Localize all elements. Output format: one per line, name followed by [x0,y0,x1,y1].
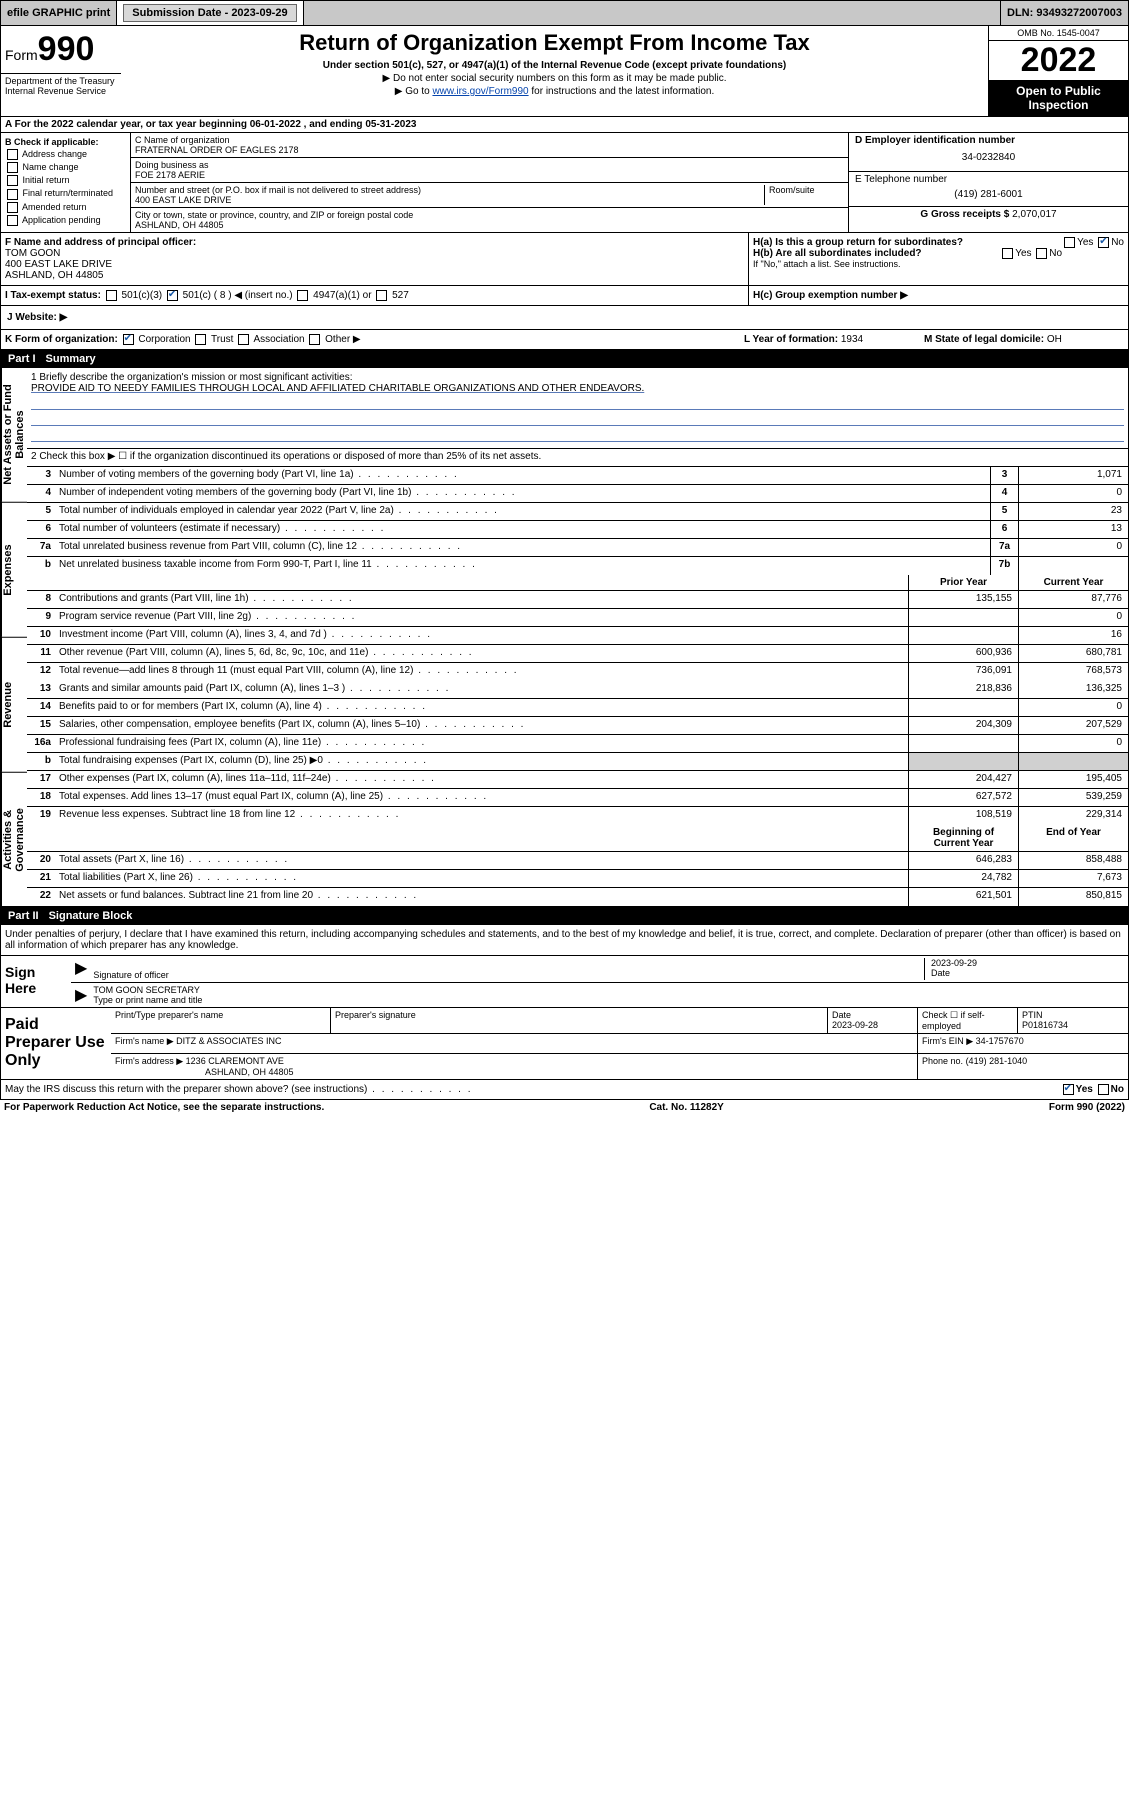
table-row: 15Salaries, other compensation, employee… [27,717,1128,735]
year-formation: 1934 [841,334,863,345]
table-row: 14Benefits paid to or for members (Part … [27,699,1128,717]
mission-box: 1 Briefly describe the organization's mi… [27,368,1128,449]
ein: 34-0232840 [855,146,1122,169]
firm-addr1: 1236 CLAREMONT AVE [186,1056,284,1066]
table-row: 11Other revenue (Part VIII, column (A), … [27,645,1128,663]
table-row: bNet unrelated business taxable income f… [27,557,1128,575]
table-row: 20Total assets (Part X, line 16)646,2838… [27,852,1128,870]
col-d-ein-phone: D Employer identification number34-02328… [848,133,1128,232]
form-number: Form990 [1,26,121,73]
paid-preparer-block: Paid Preparer Use Only Print/Type prepar… [0,1008,1129,1080]
city: ASHLAND, OH 44805 [135,220,844,230]
col-c-org-info: C Name of organizationFRATERNAL ORDER OF… [131,133,848,232]
table-row: 18Total expenses. Add lines 13–17 (must … [27,789,1128,807]
topbar-spacer [304,1,1001,25]
gross-receipts: 2,070,017 [1012,209,1057,220]
department: Department of the Treasury Internal Reve… [1,73,121,98]
note-link: ▶ Go to www.irs.gov/Form990 for instruct… [125,86,984,97]
part2-header: Part IISignature Block [0,907,1129,925]
topbar: efile GRAPHIC print Submission Date - 20… [0,0,1129,26]
inspection-label: Open to Public Inspection [989,80,1128,116]
phone: (419) 281-6001 [855,185,1122,204]
tax-year: 2022 [989,41,1128,80]
vtab-gov: Activities & Governance [1,772,27,907]
efile-label[interactable]: efile GRAPHIC print [1,1,117,25]
submission-date-btn[interactable]: Submission Date - 2023-09-29 [123,4,296,22]
officer-name: TOM GOON [5,248,60,259]
table-row: 10Investment income (Part VIII, column (… [27,627,1128,645]
table-row: 19Revenue less expenses. Subtract line 1… [27,807,1128,825]
irs-link[interactable]: www.irs.gov/Form990 [432,86,528,97]
col-b-checkboxes: B Check if applicable: Address change Na… [1,133,131,232]
table-row: 6Total number of volunteers (estimate if… [27,521,1128,539]
sign-here-block: Sign Here ▶Signature of officer2023-09-2… [0,956,1129,1008]
state-domicile: OH [1047,334,1062,345]
table-row: bTotal fundraising expenses (Part IX, co… [27,753,1128,771]
form-header: Form990 Department of the Treasury Inter… [0,26,1129,117]
table-row: 8Contributions and grants (Part VIII, li… [27,591,1128,609]
table-row: 17Other expenses (Part IX, column (A), l… [27,771,1128,789]
summary-table: Net Assets or Fund Balances Expenses Rev… [0,368,1129,907]
street: 400 EAST LAKE DRIVE [135,195,764,205]
table-row: 7aTotal unrelated business revenue from … [27,539,1128,557]
dba-name: FOE 2178 AERIE [135,170,844,180]
org-name: FRATERNAL ORDER OF EAGLES 2178 [135,145,844,155]
vtab-rev: Revenue [1,637,27,772]
prep-date: 2023-09-28 [832,1020,878,1030]
table-row: 12Total revenue—add lines 8 through 11 (… [27,663,1128,681]
sign-date: 2023-09-29 [931,958,1124,968]
firm-ein: 34-1757670 [976,1036,1024,1046]
bottom-line: For Paperwork Reduction Act Notice, see … [0,1100,1129,1115]
section-klm: K Form of organization: Corporation Trus… [0,330,1129,350]
vtab-net: Net Assets or Fund Balances [1,368,27,502]
section-ij: I Tax-exempt status: 501(c)(3) 501(c) ( … [0,286,1129,306]
table-row: 4Number of independent voting members of… [27,485,1128,503]
submission-date-cell: Submission Date - 2023-09-29 [117,1,303,25]
firm-name: DITZ & ASSOCIATES INC [176,1036,281,1046]
row-j-website: J Website: ▶ [0,306,1129,330]
table-row: 3Number of voting members of the governi… [27,467,1128,485]
row-a-tax-year: A For the 2022 calendar year, or tax yea… [0,117,1129,133]
mission-text: PROVIDE AID TO NEEDY FAMILIES THROUGH LO… [31,383,1124,394]
discuss-row: May the IRS discuss this return with the… [0,1080,1129,1100]
note-ssn: ▶ Do not enter social security numbers o… [125,73,984,84]
firm-phone: (419) 281-1040 [966,1056,1028,1066]
table-row: 13Grants and similar amounts paid (Part … [27,681,1128,699]
table-row: 16aProfessional fundraising fees (Part I… [27,735,1128,753]
omb-number: OMB No. 1545-0047 [989,26,1128,41]
ptin: P01816734 [1022,1020,1068,1030]
form-subtitle: Under section 501(c), 527, or 4947(a)(1)… [125,60,984,71]
form-title: Return of Organization Exempt From Incom… [125,30,984,56]
vtab-exp: Expenses [1,502,27,637]
table-row: 5Total number of individuals employed in… [27,503,1128,521]
part1-header: Part ISummary [0,350,1129,368]
section-bcd: B Check if applicable: Address change Na… [0,133,1129,233]
table-row: 9Program service revenue (Part VIII, lin… [27,609,1128,627]
table-row: 22Net assets or fund balances. Subtract … [27,888,1128,906]
officer-sig-name: TOM GOON SECRETARY [93,985,1124,995]
table-row: 21Total liabilities (Part X, line 26)24,… [27,870,1128,888]
section-fh: F Name and address of principal officer:… [0,233,1129,286]
declaration: Under penalties of perjury, I declare th… [0,925,1129,956]
dln-label: DLN: 93493272007003 [1001,1,1128,25]
